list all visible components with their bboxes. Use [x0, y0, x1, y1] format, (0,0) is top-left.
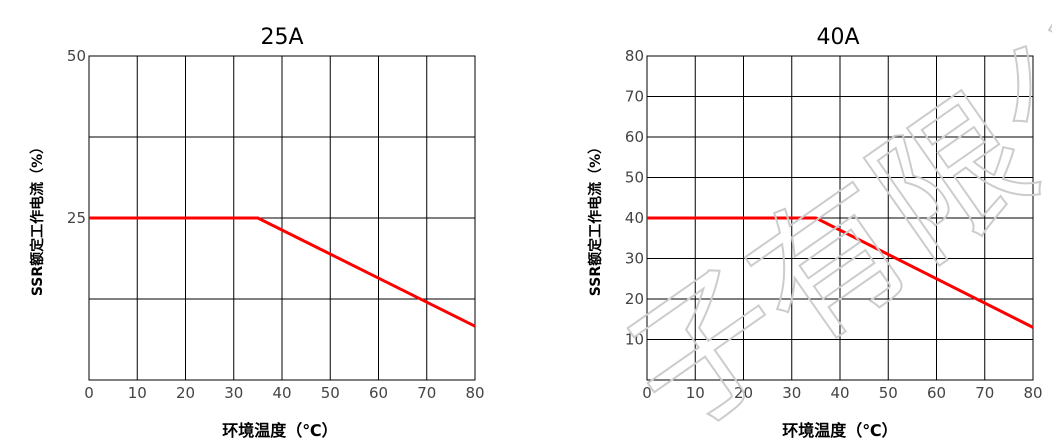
chart-title: 40A	[816, 25, 859, 50]
x-tick-label: 50	[321, 384, 340, 402]
y-tick-label: 10	[625, 331, 644, 349]
series-line	[647, 216, 1034, 329]
y-tick-label: 70	[625, 88, 644, 106]
x-tick-label: 30	[782, 384, 801, 402]
x-axis-label: 环境温度（℃）	[222, 421, 337, 440]
x-tick-label: 30	[224, 384, 243, 402]
x-tick-label: 80	[1023, 384, 1042, 402]
x-tick-label: 0	[84, 384, 94, 402]
y-axis-label: SSR额定工作电流（%）	[587, 140, 604, 296]
y-tick-label: 50	[625, 169, 644, 187]
chart-40a: 40A 0 10 20 30 40 50 60 70 80 10 20 30 40 50 60 70 80 SSR额…	[587, 25, 1043, 440]
x-tick-label: 10	[686, 384, 705, 402]
y-tick-label: 25	[67, 209, 86, 227]
x-tick-label: 0	[642, 384, 652, 402]
x-tick-label: 60	[927, 384, 946, 402]
x-tick-label: 10	[128, 384, 147, 402]
x-axis-label: 环境温度（℃）	[782, 421, 897, 440]
y-axis-label: SSR额定工作电流（%）	[29, 140, 46, 296]
y-tick-label: 40	[625, 209, 644, 227]
x-tick-label: 20	[734, 384, 753, 402]
y-tick-label: 50	[67, 47, 86, 65]
y-tick-label: 30	[625, 250, 644, 268]
y-tick-label: 20	[625, 290, 644, 308]
y-tick-label: 60	[625, 128, 644, 146]
watermark: 子有限公	[596, 0, 1052, 444]
x-tick-label: 80	[465, 384, 484, 402]
x-tick-label: 60	[369, 384, 388, 402]
x-tick-label: 40	[830, 384, 849, 402]
x-tick-label: 20	[176, 384, 195, 402]
x-tick-label: 70	[975, 384, 994, 402]
chart-title: 25A	[260, 25, 303, 50]
x-tick-label: 40	[272, 384, 291, 402]
y-tick-label: 80	[625, 47, 644, 65]
x-tick-label: 70	[417, 384, 436, 402]
x-tick-label: 50	[879, 384, 898, 402]
chart-25a: 25A 0 10 20 30 40 50 60 70 80 25 50 SSR额定工作电流（%） 环境温度…	[29, 25, 485, 440]
series-line	[89, 216, 476, 328]
